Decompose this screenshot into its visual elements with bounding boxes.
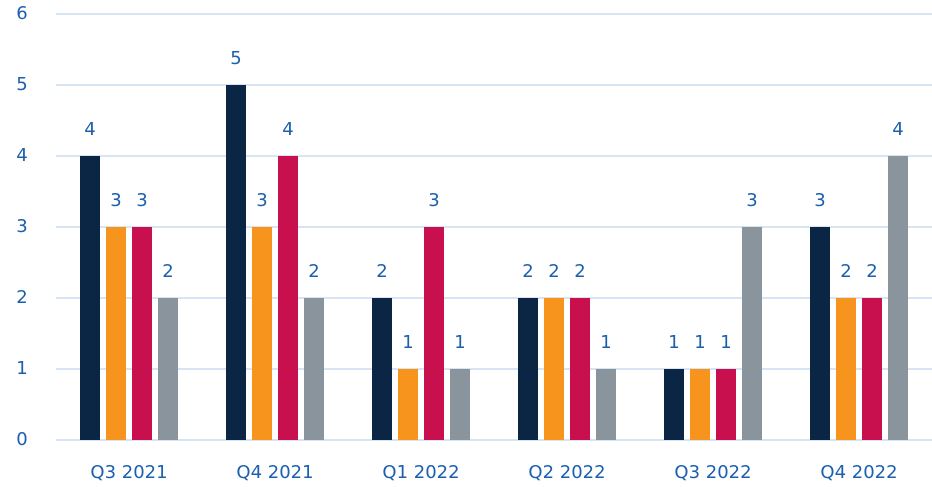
value-label: 2 (522, 261, 533, 282)
value-label: 4 (892, 119, 903, 140)
value-label: 3 (110, 190, 121, 211)
bar (158, 298, 178, 440)
bar (596, 369, 616, 440)
value-label: 3 (746, 190, 757, 211)
bar (888, 156, 908, 440)
value-label: 4 (282, 119, 293, 140)
y-tick-label: 2 (16, 287, 27, 308)
bar (810, 227, 830, 440)
bar (862, 298, 882, 440)
x-tick-label: Q2 2022 (528, 462, 605, 483)
x-tick-label: Q4 2022 (820, 462, 897, 483)
bar (742, 227, 762, 440)
bar (278, 156, 298, 440)
bar (398, 369, 418, 440)
x-tick-label: Q3 2022 (674, 462, 751, 483)
value-label: 1 (694, 332, 705, 353)
y-tick-label: 3 (16, 216, 27, 237)
value-label: 2 (162, 261, 173, 282)
value-label: 1 (600, 332, 611, 353)
value-label: 5 (230, 48, 241, 69)
value-label: 3 (136, 190, 147, 211)
bar (80, 156, 100, 440)
x-tick-label: Q3 2021 (90, 462, 167, 483)
y-tick-label: 1 (16, 358, 27, 379)
bar (304, 298, 324, 440)
value-label: 1 (454, 332, 465, 353)
bar (424, 227, 444, 440)
bar (716, 369, 736, 440)
bar (252, 227, 272, 440)
y-tick-label: 4 (16, 145, 27, 166)
value-label: 3 (428, 190, 439, 211)
bar (106, 227, 126, 440)
bar (690, 369, 710, 440)
bar (226, 85, 246, 440)
bar (570, 298, 590, 440)
value-label: 2 (376, 261, 387, 282)
value-label: 3 (256, 190, 267, 211)
bar (664, 369, 684, 440)
value-label: 1 (720, 332, 731, 353)
bar (544, 298, 564, 440)
y-tick-label: 0 (16, 429, 27, 450)
value-label: 2 (308, 261, 319, 282)
value-label: 2 (866, 261, 877, 282)
value-label: 4 (84, 119, 95, 140)
x-tick-label: Q1 2022 (382, 462, 459, 483)
bar (450, 369, 470, 440)
bar (132, 227, 152, 440)
value-label: 2 (548, 261, 559, 282)
value-label: 2 (574, 261, 585, 282)
bar (518, 298, 538, 440)
bar (836, 298, 856, 440)
value-label: 3 (814, 190, 825, 211)
y-tick-label: 6 (16, 3, 27, 24)
value-label: 2 (840, 261, 851, 282)
value-label: 1 (402, 332, 413, 353)
value-label: 1 (668, 332, 679, 353)
x-tick-label: Q4 2021 (236, 462, 313, 483)
bar (372, 298, 392, 440)
y-tick-label: 5 (16, 74, 27, 95)
